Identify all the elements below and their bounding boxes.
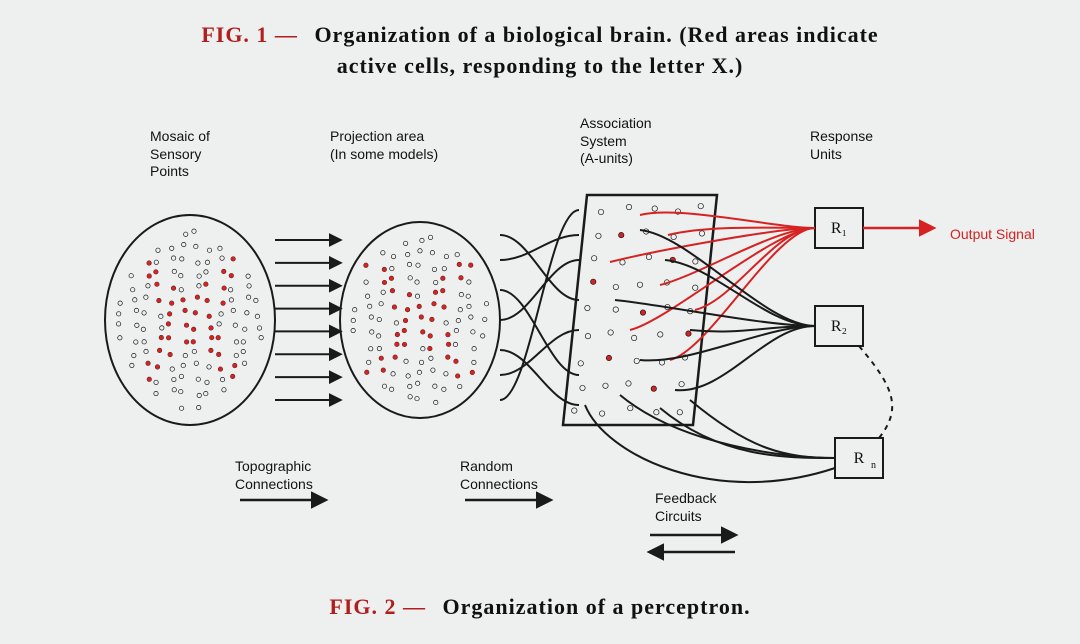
response-boxes	[815, 208, 883, 478]
ellipse-shapes	[105, 215, 500, 425]
svg-text:R₁: R₁	[831, 220, 847, 237]
sensory-dots	[116, 229, 263, 410]
projection-dots	[351, 235, 489, 404]
perceptron-diagram: R₁ R₂ Rn	[0, 0, 1080, 644]
dashed-arc	[859, 346, 892, 438]
svg-text:R₂: R₂	[831, 318, 847, 335]
topographic-lines	[275, 240, 340, 400]
feedback-lines	[585, 395, 835, 482]
label-arrows	[240, 500, 735, 552]
svg-text:R: R	[854, 450, 865, 467]
svg-text:n: n	[871, 460, 876, 471]
